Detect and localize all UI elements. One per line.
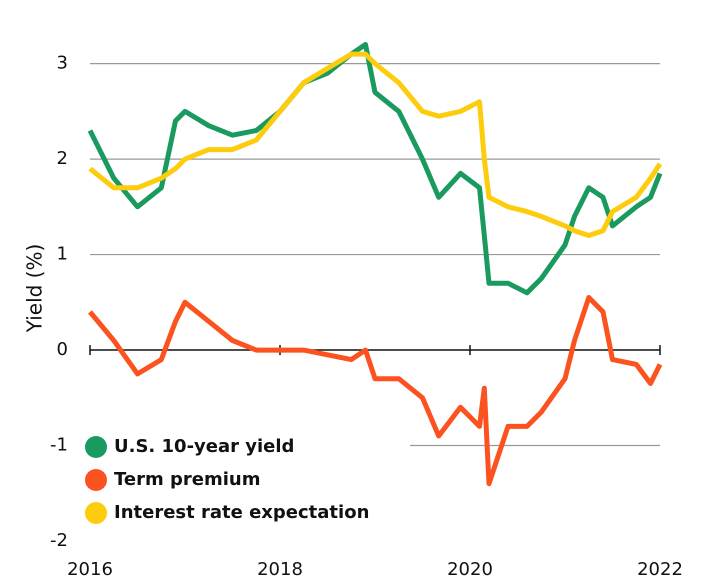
series-line: [88, 295, 663, 487]
y-tick-label: -1: [50, 435, 68, 456]
y-tick-label: 2: [57, 148, 68, 169]
y-tick-label: 1: [57, 244, 68, 265]
y-tick-label: 3: [57, 53, 68, 74]
legend-label: Interest rate expectation: [114, 502, 369, 523]
x-tick-label: 2020: [447, 559, 493, 580]
y-axis-label: Yield (%): [23, 244, 47, 334]
y-tick-label: -2: [50, 530, 68, 551]
x-tick-label: 2018: [257, 559, 303, 580]
legend-swatch: [85, 502, 107, 524]
x-tick-label: 2016: [67, 559, 113, 580]
legend-label: U.S. 10-year yield: [114, 436, 294, 457]
legend-box: [80, 430, 410, 530]
series-line: [88, 51, 663, 238]
x-tick-label: 2022: [637, 559, 683, 580]
series-line: [87, 42, 663, 296]
legend-swatch: [85, 436, 107, 458]
legend-label: Term premium: [114, 469, 260, 490]
legend-swatch: [85, 469, 107, 491]
y-tick-label: 0: [57, 339, 68, 360]
